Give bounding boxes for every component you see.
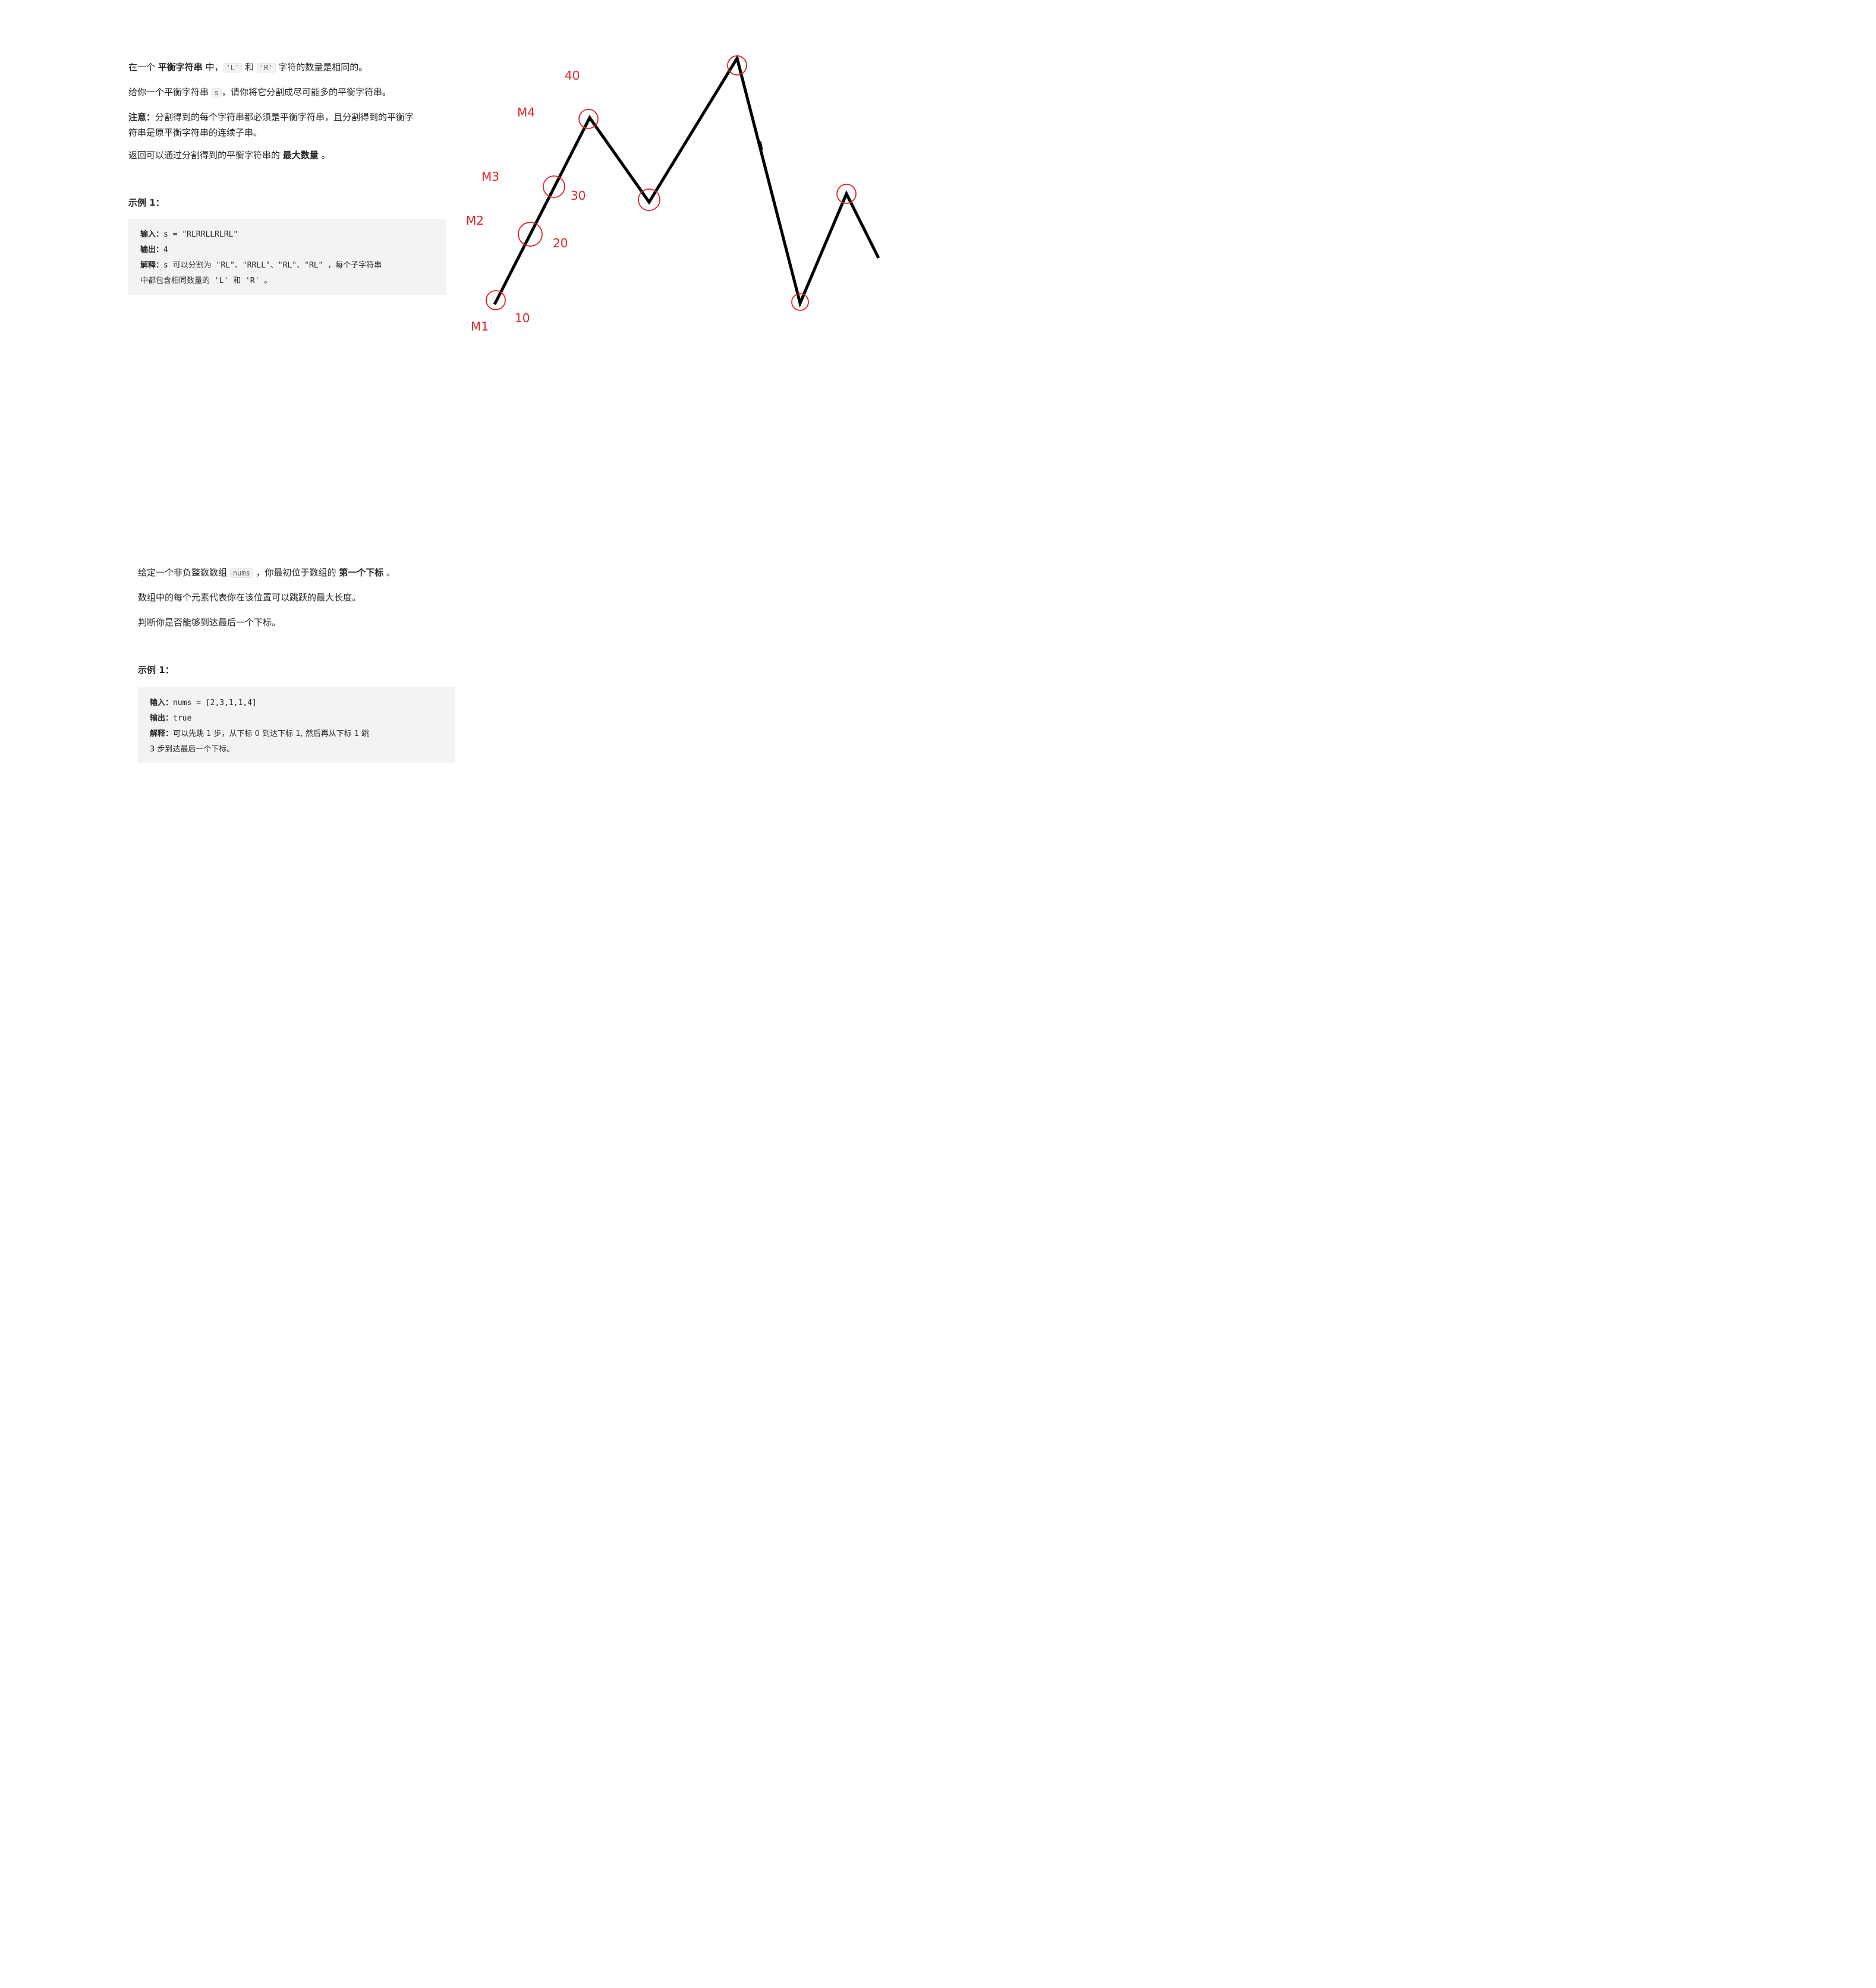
problem1-note: 注意：分割得到的每个字符串都必须是平衡字符串，且分割得到的平衡字 符串是原平衡字符… [128, 112, 414, 138]
label-30: 30 [571, 188, 586, 203]
problem2-para3: 判断你是否能够到达最后一个下标。 [138, 617, 281, 628]
problem1-para4: 返回可以通过分割得到的平衡字符串的 最大数量 。 [128, 150, 330, 161]
label-m1: M1 [471, 319, 489, 334]
annotation-circles [486, 55, 857, 311]
problem2-para2: 数组中的每个元素代表你在该位置可以跳跃的最大长度。 [138, 592, 361, 603]
circle-m2 [518, 222, 543, 247]
zigzag-line [493, 54, 880, 308]
example-output-row: 输出：true [150, 714, 192, 723]
circle-valley-1 [638, 188, 660, 211]
problem1-example-title: 示例 1： [128, 197, 165, 208]
problem2-example-box: 输入：nums = [2,3,1,1,4] 输出：true 解释：可以先跳 1 … [138, 687, 455, 763]
code-s: s [211, 88, 222, 97]
balanced-string-term: 平衡字符串 [158, 62, 203, 73]
example-explain-row: 解释：可以先跳 1 步，从下标 0 到达下标 1, 然后再从下标 1 跳 [150, 729, 370, 738]
circle-peak-1 [727, 55, 747, 76]
problem1-example-box: 输入：s = "RLRRLLRLRL" 输出：4 解释：s 可以分割为 "RL"… [128, 219, 446, 295]
circle-peak-2 [836, 184, 857, 204]
example-explain-row: 解释：s 可以分割为 "RL"、"RRLL"、"RL"、"RL" ，每个子字符串 [140, 261, 382, 270]
label-10: 10 [515, 311, 530, 325]
first-index-term: 第一个下标 [339, 567, 384, 578]
problem1-para2: 给你一个平衡字符串 s ，请你将它分割成尽可能多的平衡字符串。 [128, 87, 392, 97]
label-m3: M3 [481, 169, 499, 184]
example-input-row: 输入：nums = [2,3,1,1,4] [150, 699, 257, 707]
circle-valley-2 [791, 293, 809, 311]
example-input-row: 输入：s = "RLRRLLRLRL" [140, 230, 238, 239]
problem2-example-title: 示例 1： [138, 665, 174, 675]
label-40: 40 [565, 68, 580, 83]
code-R: 'R' [256, 63, 276, 73]
circle-m4 [578, 109, 599, 129]
example-explain-row-2: 中都包含相同数量的 'L' 和 'R' 。 [140, 276, 272, 285]
code-L: 'L' [223, 63, 243, 73]
problem2-para1: 给定一个非负整数数组 nums ，你最初位于数组的 第一个下标 。 [138, 567, 396, 578]
circle-m3 [543, 175, 565, 198]
label-m2: M2 [466, 213, 484, 228]
code-nums: nums [229, 568, 253, 578]
circle-m1 [486, 290, 506, 310]
label-20: 20 [553, 236, 568, 250]
problem1-para1: 在一个 平衡字符串 中， 'L' 和 'R' 字符的数量是相同的。 [128, 62, 368, 73]
line-tick [758, 141, 763, 150]
example-output-row: 输出：4 [140, 246, 168, 254]
label-m4: M4 [517, 105, 535, 119]
example-explain-row-2: 3 步到达最后一个下标。 [150, 745, 235, 754]
